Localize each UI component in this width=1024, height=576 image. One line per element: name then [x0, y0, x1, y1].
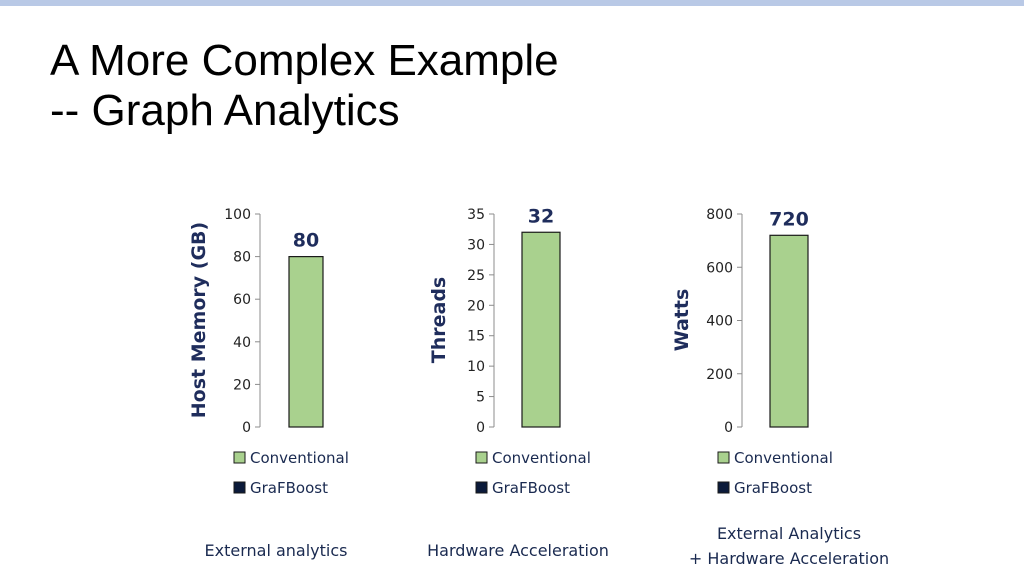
- chart-2-tick-label: 0: [476, 420, 485, 436]
- chart-1-caption-line: External analytics: [204, 541, 348, 560]
- chart-2-tick-label: 35: [467, 207, 485, 223]
- chart-3-tick-label: 200: [706, 367, 733, 383]
- chart-2-caption: Hardware Acceleration: [388, 538, 648, 563]
- chart-3-legend-label-conventional: Conventional: [734, 449, 833, 467]
- chart-2-tick-label: 5: [476, 390, 485, 406]
- chart-1-data-label: 80: [293, 230, 319, 252]
- slide-title-line-1: A More Complex Example: [50, 36, 559, 85]
- chart-1-tick-label: 100: [224, 207, 251, 223]
- chart-1-caption: External analytics: [146, 538, 406, 563]
- chart-2-tick-label: 10: [467, 359, 485, 375]
- chart-3-tick-label: 800: [706, 207, 733, 223]
- chart-2-tick-label: 20: [467, 298, 485, 314]
- chart-1-tick-label: 20: [233, 377, 251, 393]
- chart-1-legend-swatch-conventional: [233, 451, 246, 464]
- chart-2-legend-swatch-grafboost: [475, 481, 488, 494]
- chart-3-caption: External Analytics + Hardware Acceleratio…: [659, 521, 919, 571]
- chart-3-caption-line: External Analytics: [716, 524, 862, 543]
- chart-2-bar-conventional: [521, 231, 561, 428]
- top-accent-bar: [0, 0, 1024, 6]
- chart-3-caption-line: + Hardware Acceleration: [688, 549, 890, 568]
- chart-2-data-label: 32: [528, 205, 554, 227]
- chart-1-tick-label: 60: [233, 292, 251, 308]
- chart-2-caption-line: Hardware Acceleration: [427, 541, 609, 560]
- chart-2-tick-label: 15: [467, 329, 485, 345]
- chart-2-legend-swatch-conventional: [475, 451, 488, 464]
- chart-3-legend-label-grafboost: GraFBoost: [734, 479, 812, 497]
- chart-3-tick-label: 400: [706, 314, 733, 330]
- chart-3-tick-label: 0: [724, 420, 733, 436]
- chart-3-bar-conventional: [769, 234, 809, 428]
- chart-2-y-axis-label: Threads: [428, 277, 450, 363]
- chart-1-tick-label: 40: [233, 335, 251, 351]
- chart-2-tick-label: 25: [467, 268, 485, 284]
- chart-1-y-axis-label: Host Memory (GB): [188, 222, 210, 418]
- chart-2-tick-label: 30: [467, 237, 485, 253]
- chart-1-tick-label: 0: [242, 420, 251, 436]
- chart-3-y-axis-label: Watts: [671, 289, 693, 352]
- chart-1-legend-label-conventional: Conventional: [250, 449, 349, 467]
- chart-1-legend-label-grafboost: GraFBoost: [250, 479, 328, 497]
- chart-2-legend-label-grafboost: GraFBoost: [492, 479, 570, 497]
- chart-3-legend-swatch-grafboost: [717, 481, 730, 494]
- slide-title-line-2: -- Graph Analytics: [50, 86, 400, 135]
- chart-1-legend-swatch-grafboost: [233, 481, 246, 494]
- chart-1-bar-conventional: [288, 256, 324, 428]
- chart-3-legend-swatch-conventional: [717, 451, 730, 464]
- chart-2-legend-label-conventional: Conventional: [492, 449, 591, 467]
- slide-title: A More Complex Example -- Graph Analytic…: [50, 36, 559, 136]
- chart-1-tick-label: 80: [233, 250, 251, 266]
- chart-3-tick-label: 600: [706, 260, 733, 276]
- chart-3-data-label: 720: [769, 208, 809, 230]
